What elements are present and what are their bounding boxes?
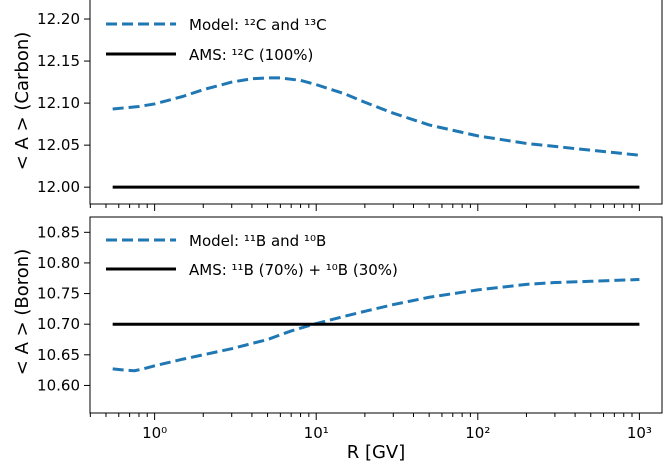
boron-model-line	[112, 277, 640, 373]
boron-panel: 10.60 10.65 10.70 10.75 10.80 10.85 10⁰ 10¹ 10²…	[12, 216, 663, 463]
carbon-y-axis-label: < A > (Carbon)	[12, 32, 33, 171]
boron-x-tick-label: 10³	[627, 424, 652, 442]
boron-y-tick-label: 10.80	[37, 254, 80, 272]
boron-legend-ams-label: AMS: ¹¹B (70%) + ¹⁰B (30%)	[189, 261, 398, 279]
carbon-y-tick-label: 12.20	[37, 10, 80, 28]
boron-plot-frame	[89, 216, 663, 414]
carbon-series	[112, 76, 640, 189]
carbon-plot-frame	[89, 0, 663, 205]
boron-y-tick-label: 10.85	[37, 223, 80, 241]
carbon-legend-ams-label: AMS: ¹²C (100%)	[189, 46, 313, 64]
carbon-x-ticks	[89, 204, 640, 211]
carbon-panel: 12.00 12.05 12.10 12.15 12.20 Model: ¹²C and…	[12, 0, 663, 211]
boron-legend: Model: ¹¹B and ¹⁰B AMS: ¹¹B (70%) + ¹⁰B …	[106, 232, 398, 279]
carbon-legend: Model: ¹²C and ¹³C AMS: ¹²C (100%)	[106, 16, 327, 64]
carbon-model-line	[112, 76, 640, 157]
carbon-y-ticks: 12.00 12.05 12.10 12.15 12.20	[37, 10, 90, 196]
x-axis-label: R [GV]	[347, 442, 406, 463]
boron-x-tick-label: 10¹	[304, 424, 329, 442]
carbon-y-tick-label: 12.15	[37, 52, 80, 70]
boron-x-tick-label: 10²	[465, 424, 490, 442]
boron-y-axis-label: < A > (Boron)	[12, 249, 33, 375]
carbon-y-tick-label: 12.10	[37, 94, 80, 112]
boron-x-ticks: 10⁰ 10¹ 10² 10³	[89, 413, 652, 442]
boron-y-tick-label: 10.60	[37, 376, 80, 394]
boron-x-tick-label: 10⁰	[142, 424, 167, 442]
boron-series	[112, 277, 640, 373]
boron-y-tick-label: 10.70	[37, 315, 80, 333]
carbon-y-tick-label: 12.05	[37, 136, 80, 154]
boron-legend-model-label: Model: ¹¹B and ¹⁰B	[189, 232, 326, 250]
carbon-legend-model-label: Model: ¹²C and ¹³C	[189, 16, 327, 34]
boron-y-tick-label: 10.75	[37, 285, 80, 303]
boron-y-tick-label: 10.65	[37, 346, 80, 364]
carbon-y-tick-label: 12.00	[37, 178, 80, 196]
boron-y-ticks: 10.60 10.65 10.70 10.75 10.80 10.85	[37, 223, 90, 394]
